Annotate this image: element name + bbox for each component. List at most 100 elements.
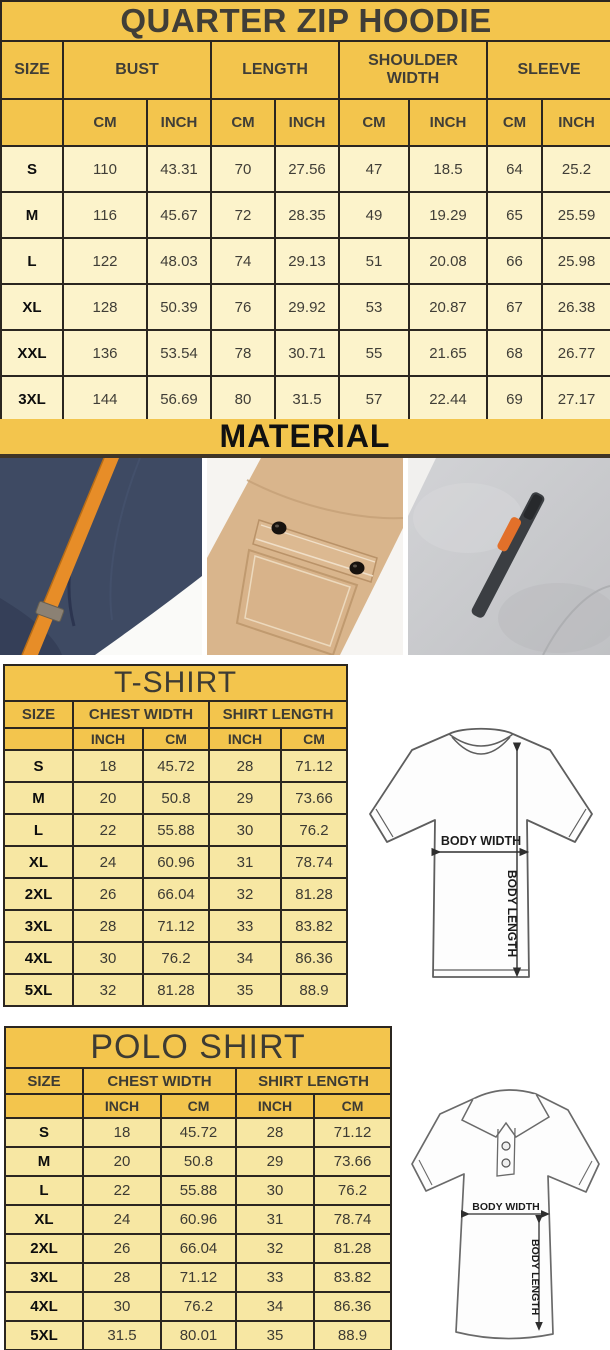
cell: 20.87 xyxy=(408,283,488,331)
material-photos xyxy=(0,458,610,655)
polo-size-table: POLO SHIRT SIZE CHEST WIDTH SHIRT LENGTH… xyxy=(3,1026,393,1350)
cell: 20 xyxy=(82,1146,162,1177)
cell: 55 xyxy=(338,329,410,377)
cell: 56.69 xyxy=(146,375,212,423)
material-photo-gray-zipper xyxy=(408,458,610,655)
size-cell: 5XL xyxy=(3,973,74,1007)
cell: 31 xyxy=(208,845,282,879)
cell: 57 xyxy=(338,375,410,423)
body-width-label: BODY WIDTH xyxy=(472,1201,539,1213)
tshirt-col-length: SHIRT LENGTH xyxy=(207,700,349,729)
cell: 24 xyxy=(72,845,144,879)
polo-table-title: POLO SHIRT xyxy=(3,1026,393,1069)
material-photo-khaki-pocket xyxy=(207,458,403,655)
cell: 70 xyxy=(210,145,276,193)
size-cell: S xyxy=(3,749,74,783)
cell: 45.72 xyxy=(142,749,210,783)
cell: 29 xyxy=(208,781,282,815)
cell: 128 xyxy=(62,283,148,331)
size-cell: XXL xyxy=(0,329,64,377)
hoodie-col-size: SIZE xyxy=(0,40,64,100)
body-width-label: BODY WIDTH xyxy=(441,834,521,848)
polo-col-length: SHIRT LENGTH xyxy=(234,1067,393,1095)
cell: 81.28 xyxy=(279,877,349,911)
material-title: MATERIAL xyxy=(219,418,391,454)
cell: 27.56 xyxy=(274,145,340,193)
cell: 78.74 xyxy=(279,845,349,879)
size-cell: XL xyxy=(3,845,74,879)
cell: 76.2 xyxy=(160,1291,237,1322)
cell: 30 xyxy=(82,1291,162,1322)
size-cell: 3XL xyxy=(0,375,64,423)
hoodie-table-row: M 116 45.67 72 28.35 49 19.29 65 25.59 xyxy=(0,191,610,239)
cell: 66.04 xyxy=(142,877,210,911)
cell: 71.12 xyxy=(312,1117,393,1148)
polo-button xyxy=(501,1141,511,1151)
size-cell: 5XL xyxy=(4,1320,84,1350)
cell: 66 xyxy=(486,237,543,285)
cell: 49 xyxy=(338,191,410,239)
cell: 28 xyxy=(235,1117,315,1148)
cell: 80 xyxy=(210,375,276,423)
hoodie-unit-cm: CM xyxy=(338,98,410,147)
polo-table-row: 2XL 26 66.04 32 81.28 xyxy=(4,1233,393,1264)
hoodie-unit-inch: INCH xyxy=(274,98,340,147)
hoodie-unit-blank xyxy=(0,98,64,147)
size-cell: M xyxy=(0,191,64,239)
cell: 71.12 xyxy=(160,1262,237,1293)
hoodie-table-row: L 122 48.03 74 29.13 51 20.08 66 25.98 xyxy=(0,237,610,285)
size-cell: M xyxy=(4,1146,84,1177)
cell: 86.36 xyxy=(279,941,349,975)
cell: 22 xyxy=(72,813,144,847)
hoodie-table-row: S 110 43.31 70 27.56 47 18.5 64 25.2 xyxy=(0,145,610,193)
cell: 31 xyxy=(235,1204,315,1235)
hoodie-unit-inch: INCH xyxy=(540,98,610,147)
hoodie-size-table: QUARTER ZIP HOODIE SIZE BUST LENGTH SHOU… xyxy=(0,0,610,423)
tshirt-outline xyxy=(369,727,593,978)
cell: 81.28 xyxy=(312,1233,393,1264)
cell: 48.03 xyxy=(146,237,212,285)
cell: 30 xyxy=(235,1175,315,1206)
polo-placket xyxy=(496,1127,516,1177)
tshirt-table-row: XL 24 60.96 31 78.74 xyxy=(3,845,349,879)
tshirt-unit-inch: INCH xyxy=(72,727,144,751)
tshirt-col-size: SIZE xyxy=(3,700,74,729)
cell: 34 xyxy=(208,941,282,975)
cell: 144 xyxy=(62,375,148,423)
cell: 32 xyxy=(235,1233,315,1264)
cell: 18 xyxy=(82,1117,162,1148)
cell: 45.72 xyxy=(160,1117,237,1148)
cell: 50.8 xyxy=(160,1146,237,1177)
cell: 64 xyxy=(486,145,543,193)
tshirt-table-row: L 22 55.88 30 76.2 xyxy=(3,813,349,847)
cell: 83.82 xyxy=(312,1262,393,1293)
tshirt-table-title: T-SHIRT xyxy=(2,664,349,702)
cell: 71.12 xyxy=(279,749,349,783)
size-cell: XL xyxy=(0,283,64,331)
cell: 53 xyxy=(338,283,410,331)
cell: 78 xyxy=(210,329,276,377)
size-cell: L xyxy=(4,1175,84,1206)
cell: 32 xyxy=(208,877,282,911)
size-cell: 4XL xyxy=(4,1291,84,1322)
cell: 29.92 xyxy=(274,283,340,331)
tshirt-unit-inch: INCH xyxy=(208,727,282,751)
cell: 34 xyxy=(235,1291,315,1322)
hoodie-unit-cm: CM xyxy=(486,98,543,147)
cell: 122 xyxy=(62,237,148,285)
cell: 26.77 xyxy=(540,329,610,377)
cell: 76.2 xyxy=(279,813,349,847)
tshirt-unit-blank xyxy=(3,727,74,751)
cell: 55.88 xyxy=(142,813,210,847)
cell: 76 xyxy=(210,283,276,331)
polo-col-chest: CHEST WIDTH xyxy=(82,1067,237,1095)
cell: 67 xyxy=(486,283,543,331)
tshirt-table-row: M 20 50.8 29 73.66 xyxy=(3,781,349,815)
material-photo-navy-drawstring xyxy=(0,458,202,655)
cell: 55.88 xyxy=(160,1175,237,1206)
cell: 25.98 xyxy=(540,237,610,285)
size-cell: XL xyxy=(4,1204,84,1235)
tshirt-table-row: S 18 45.72 28 71.12 xyxy=(3,749,349,783)
cell: 33 xyxy=(235,1262,315,1293)
